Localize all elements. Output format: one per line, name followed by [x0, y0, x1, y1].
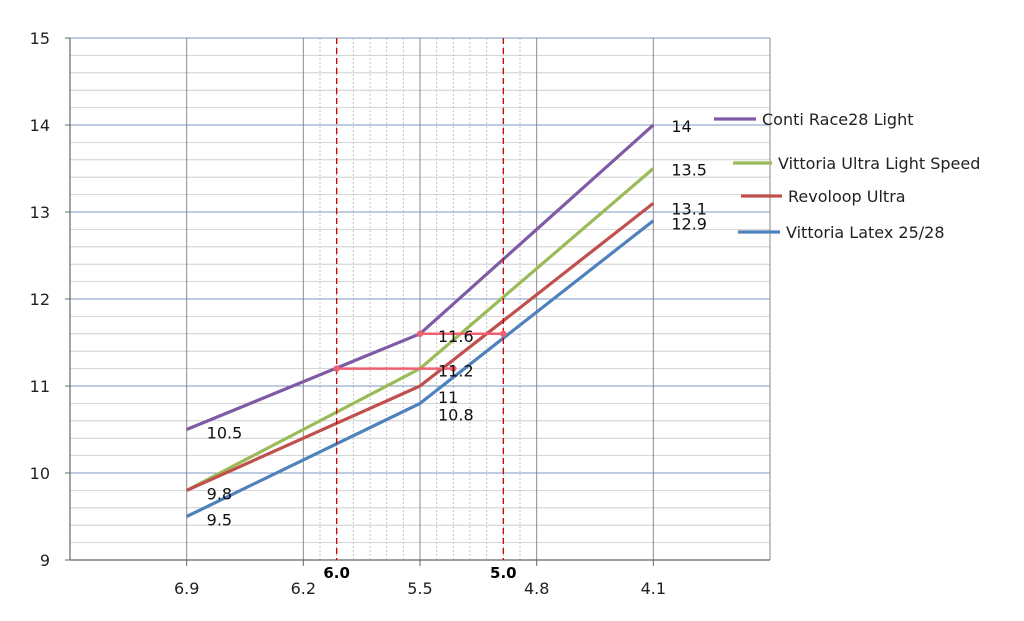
series-line-vittoria-latex-25-28	[185, 219, 655, 518]
data-label-revoloop-ultra: 13.1	[671, 199, 707, 218]
data-label-vittoria-latex-25-28: 9.5	[207, 511, 232, 530]
series-line-revoloop-ultra	[186, 202, 655, 492]
y-tick-label: 11	[30, 377, 50, 396]
data-label-vittoria-ultra-light-speed: 13.5	[671, 161, 707, 180]
data-label-vittoria-latex-25-28: 12.9	[671, 215, 707, 234]
reference-lines: 6.0 5.0	[323, 38, 517, 582]
x-tick-label: 6.9	[174, 579, 199, 598]
annotation-dot	[500, 330, 507, 337]
annotation-dot	[450, 365, 457, 372]
x-tick-labels: 6.9 6.2 5.5 4.8 4.1	[174, 579, 666, 598]
y-tick-label: 13	[30, 203, 50, 222]
axes	[65, 37, 770, 566]
data-label-vittoria-latex-25-28: 10.8	[438, 405, 474, 424]
x-tick-label: 4.1	[641, 579, 666, 598]
annotation-dot	[333, 365, 340, 372]
legend-label-conti-race28-light: Conti Race28 Light	[762, 110, 914, 129]
data-label-conti-race28-light: 10.5	[207, 424, 243, 443]
y-tick-label: 9	[40, 551, 50, 570]
data-labels: 10.5 11.6 14 9.8 11.2 13.5 11 13.1 9.5 10.8 12.9	[207, 117, 707, 530]
x-tick-label: 6.2	[291, 579, 316, 598]
y-tick-label: 12	[30, 290, 50, 309]
data-label-vittoria-ultra-light-speed: 9.8	[207, 484, 232, 503]
reference-label-5-0: 5.0	[490, 564, 517, 582]
legend-label-vittoria-ultra-light-speed: Vittoria Ultra Light Speed	[778, 154, 980, 173]
legend: Conti Race28 Light Vittoria Ultra Light S…	[714, 110, 980, 242]
annotation-arrows	[333, 330, 507, 372]
legend-label-revoloop-ultra: Revoloop Ultra	[788, 187, 906, 206]
data-label-revoloop-ultra: 11	[438, 388, 458, 407]
legend-label-vittoria-latex-25-28: Vittoria Latex 25/28	[786, 223, 945, 242]
x-tick-label: 4.8	[524, 579, 549, 598]
y-tick-label: 14	[30, 116, 50, 135]
data-label-conti-race28-light: 14	[671, 117, 691, 136]
reference-label-6-0: 6.0	[323, 564, 350, 582]
annotation-dot	[416, 330, 424, 337]
data-label-vittoria-ultra-light-speed: 11.2	[438, 362, 474, 381]
y-tick-label: 15	[30, 29, 50, 48]
y-tick-label: 10	[30, 464, 50, 483]
x-tick-label: 5.5	[407, 579, 432, 598]
y-tick-labels: 9 10 11 12 13 14 15	[30, 29, 50, 570]
data-label-conti-race28-light: 11.6	[438, 327, 474, 346]
major-gridlines	[70, 37, 771, 561]
